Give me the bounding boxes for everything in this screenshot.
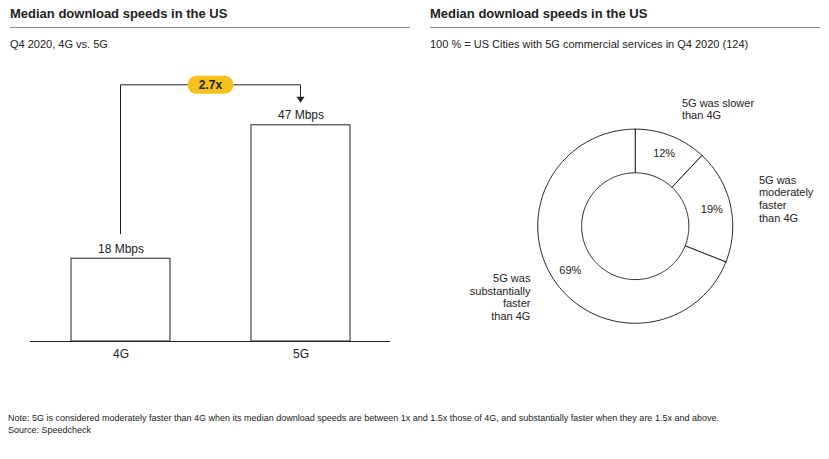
html-text:Source: Speedcheck: Source: Speedcheck	[8, 425, 92, 435]
html-text:100 % = US Cities with 5G comm: 100 % = US Cities with 5G commercial ser…	[430, 38, 749, 50]
svg-text:4G: 4G	[113, 347, 129, 361]
svg-text:69%: 69%	[559, 264, 581, 276]
svg-text:2.7x: 2.7x	[199, 78, 223, 92]
svg-text:5G wassubstantiallyfasterthan: 5G wassubstantiallyfasterthan 4G	[470, 272, 531, 322]
svg-text:19%: 19%	[701, 203, 723, 215]
html-text:Median download speeds in the: Median download speeds in the US	[10, 6, 228, 21]
svg-text:5G wasmoderatelyfasterthan 4G: 5G wasmoderatelyfasterthan 4G	[759, 174, 814, 224]
svg-text:47 Mbps: 47 Mbps	[278, 108, 324, 122]
html-text:Median download speeds in the: Median download speeds in the US	[430, 6, 648, 21]
html-text:Q4 2020, 4G vs. 5G: Q4 2020, 4G vs. 5G	[10, 38, 108, 50]
svg-text:5G: 5G	[293, 347, 309, 361]
svg-text:18 Mbps: 18 Mbps	[98, 242, 144, 256]
svg-text:5G was slowerthan 4G: 5G was slowerthan 4G	[682, 97, 754, 122]
html-text:Note: 5G is considered moderat: Note: 5G is considered moderately faster…	[8, 413, 719, 423]
svg-text:12%: 12%	[653, 147, 675, 159]
